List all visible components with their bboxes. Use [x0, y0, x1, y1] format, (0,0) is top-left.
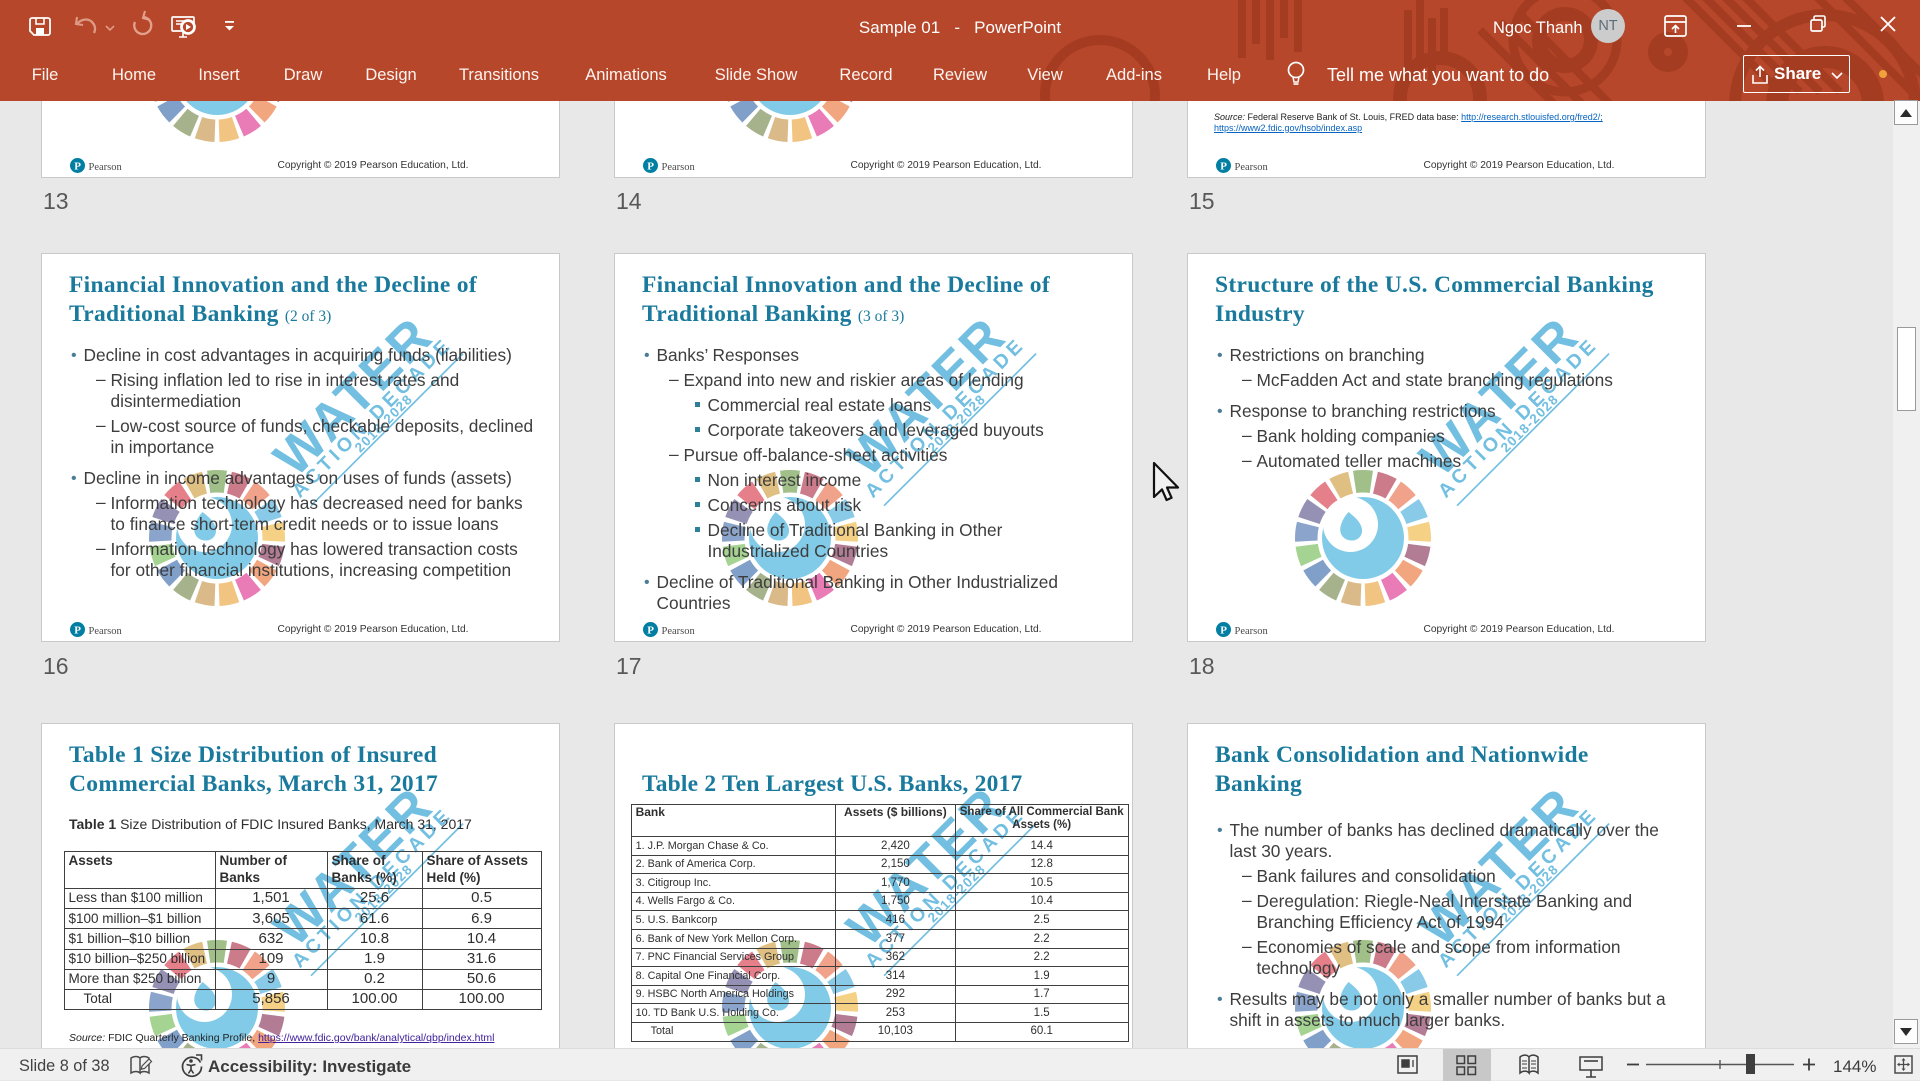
svg-text:Copyright © 2019 Pearson Educa: Copyright © 2019 Pearson Education, Ltd.: [1423, 160, 1614, 171]
